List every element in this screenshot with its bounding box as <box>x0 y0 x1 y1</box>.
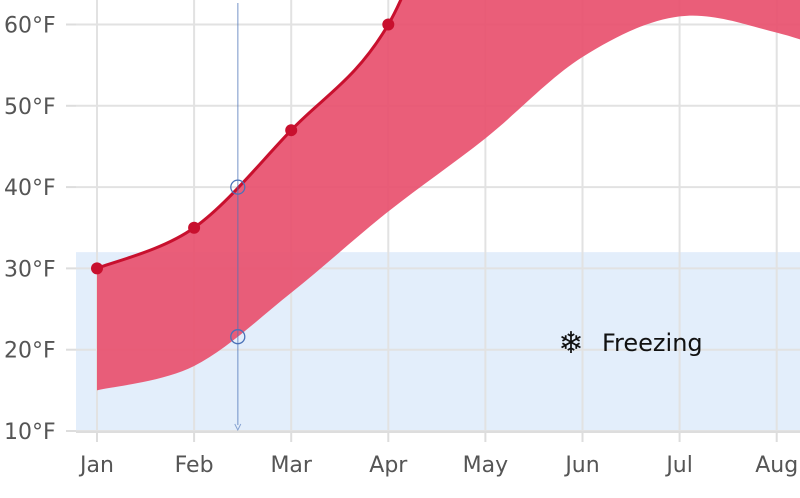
x-tick-label: Feb <box>175 453 214 478</box>
x-tick-label: Aug <box>755 453 798 478</box>
high-line <box>96 0 403 270</box>
y-tick-label: 30°F <box>4 257 56 282</box>
y-tick-label: 60°F <box>4 14 56 39</box>
y-tick-label: 50°F <box>4 95 56 120</box>
hover-marker-low <box>230 329 246 345</box>
y-tick-label: 40°F <box>4 176 56 201</box>
x-tick-label: Jun <box>563 453 599 478</box>
x-tick-label: Apr <box>369 453 408 478</box>
snowflake-icon: ❄ <box>558 326 583 361</box>
x-tick-label: Jan <box>78 453 114 478</box>
x-tick-label: May <box>463 453 508 478</box>
range-area <box>97 0 800 391</box>
x-tick-label: Mar <box>270 453 312 478</box>
y-tick-label: 20°F <box>4 339 56 364</box>
high-point-marker[interactable] <box>382 18 395 31</box>
high-point-marker[interactable] <box>91 262 103 275</box>
crosshair-arrow-icon <box>234 423 242 432</box>
plot-band-label: ❄ Freezing <box>558 326 702 361</box>
y-tick-label: 10°F <box>4 420 56 445</box>
high-point-marker[interactable] <box>188 221 201 234</box>
freezing-label: Freezing <box>602 329 703 357</box>
x-tick-label: Jul <box>664 453 693 478</box>
hover-marker-high <box>230 179 246 195</box>
high-point-marker[interactable] <box>285 124 298 137</box>
